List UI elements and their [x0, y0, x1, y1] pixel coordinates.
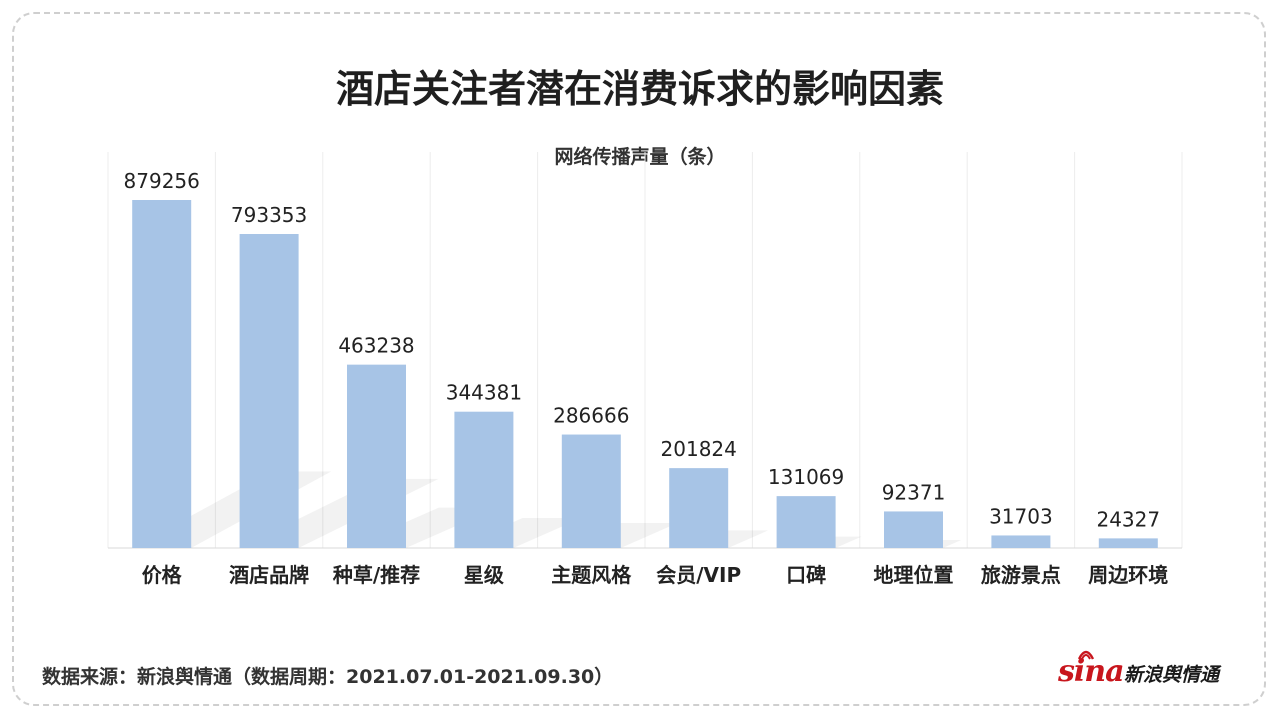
category-label: 周边环境 — [1088, 563, 1168, 587]
brand-logo: sina 新浪舆情通 — [1058, 648, 1248, 692]
category-label: 种草/推荐 — [332, 563, 420, 587]
bar-会员/VIP — [669, 468, 729, 548]
chart-title: 酒店关注者潜在消费诉求的影响因素 — [335, 67, 944, 111]
brand-name: 新浪舆情通 — [1124, 664, 1220, 686]
data-label: 463238 — [338, 334, 414, 358]
category-label: 价格 — [142, 563, 183, 587]
data-label: 24327 — [1096, 507, 1160, 531]
category-label: 主题风格 — [551, 563, 632, 587]
bar-口碑 — [776, 496, 836, 548]
bar-周边环境 — [1098, 538, 1158, 548]
bar-地理位置 — [884, 511, 943, 548]
data-label: 31703 — [989, 504, 1053, 528]
eye-icon — [1078, 650, 1094, 660]
data-label: 793353 — [231, 203, 307, 227]
data-label: 286666 — [553, 404, 629, 428]
category-label: 会员/VIP — [656, 563, 741, 587]
bar-种草/推荐 — [347, 364, 406, 548]
series-label: 网络传播声量（条） — [554, 146, 726, 168]
data-label: 201824 — [661, 437, 737, 461]
category-label: 星级 — [464, 563, 504, 587]
data-label: 344381 — [446, 381, 522, 405]
data-label: 92371 — [882, 480, 946, 504]
card-frame — [12, 12, 1266, 706]
bar-价格 — [132, 200, 192, 548]
bar-主题风格 — [561, 434, 621, 548]
bar-酒店品牌 — [239, 233, 299, 548]
bar-星级 — [454, 411, 514, 548]
data-label: 879256 — [124, 169, 200, 193]
category-label: 酒店品牌 — [229, 563, 309, 587]
brand-sina-text: sina — [1058, 654, 1125, 689]
data-label: 131069 — [768, 465, 844, 489]
category-label: 旅游景点 — [981, 563, 1061, 587]
data-source: 数据来源：新浪舆情通（数据周期：2021.07.01-2021.09.30） — [42, 666, 614, 688]
bar-旅游景点 — [991, 535, 1051, 548]
category-label: 地理位置 — [874, 563, 954, 587]
category-label: 口碑 — [786, 563, 826, 587]
